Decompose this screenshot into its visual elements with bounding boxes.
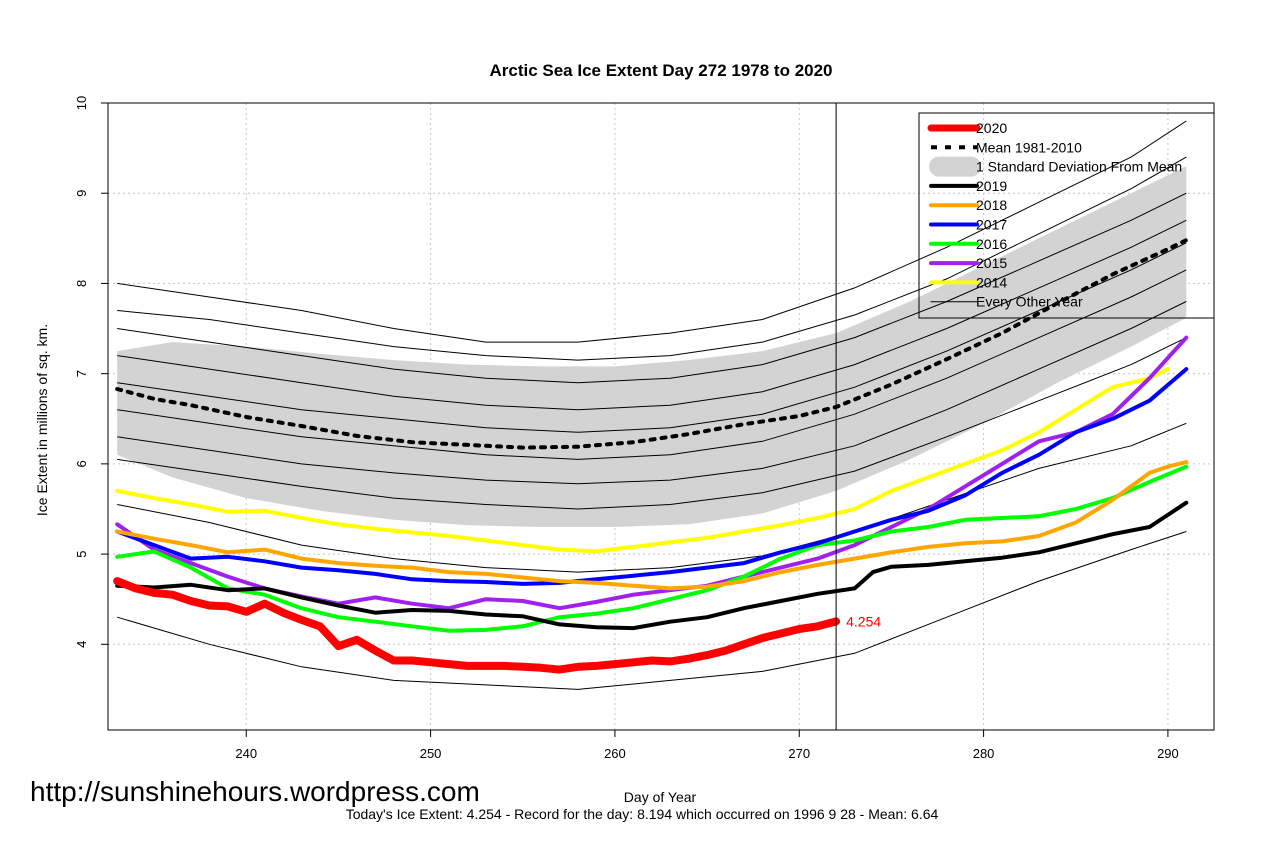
x-axis-label: Day of Year <box>624 789 697 805</box>
legend-label: Every Other Year <box>976 294 1083 310</box>
x-tick-label: 270 <box>788 746 810 761</box>
series-line-other-2 <box>117 156 1187 361</box>
std-band-area <box>117 166 1187 527</box>
x-tick-label: 250 <box>420 746 442 761</box>
y-tick-label: 7 <box>74 370 89 377</box>
series-line-2017 <box>115 367 1189 586</box>
series-line-other-9 <box>117 422 1187 573</box>
y-axis-label: Ice Extent in millions of sq. km. <box>34 324 50 516</box>
y-tick-label: 5 <box>74 550 89 557</box>
series-line-other-4 <box>117 219 1187 411</box>
current-value-label: 4.254 <box>846 613 881 629</box>
series-line-other-10 <box>117 531 1187 690</box>
x-tick-label: 240 <box>235 746 257 761</box>
series-line-other-6 <box>117 269 1187 460</box>
legend-label: 2014 <box>976 274 1007 290</box>
series-line-2014 <box>115 367 1170 554</box>
legend-label: 2017 <box>976 217 1007 233</box>
axes: 240 250 260 270 280 290 4 5 6 7 8 9 10 <box>74 96 1215 761</box>
watermark-url: http://sunshinehours.wordpress.com <box>30 776 480 807</box>
x-tick-label: 260 <box>604 746 626 761</box>
legend-swatch <box>929 156 981 177</box>
plot-frame <box>107 102 1215 731</box>
legend-label: 1 Standard Deviation From Mean <box>976 159 1182 175</box>
legend-label: 2019 <box>976 178 1007 194</box>
footer-summary: Today's Ice Extent: 4.254 - Record for t… <box>345 806 939 822</box>
series-line-2018 <box>115 460 1189 591</box>
legend: 2020 Mean 1981-2010 1 Standard Deviation F… <box>918 112 1215 319</box>
legend-label: 2015 <box>976 255 1007 271</box>
y-tick-label: 6 <box>74 460 89 467</box>
series-line-other-5 <box>117 242 1187 433</box>
series-line-2016 <box>115 464 1189 633</box>
series-line-2020 <box>113 577 841 674</box>
legend-label: Mean 1981-2010 <box>976 139 1082 155</box>
y-tick-label: 9 <box>74 190 89 197</box>
y-tick-label: 4 <box>74 641 89 648</box>
series-line-other-8 <box>117 337 1187 510</box>
series-line-2019 <box>115 500 1189 631</box>
std-deviation-band <box>117 166 1187 527</box>
chart-title: Arctic Sea Ice Extent Day 272 1978 to 20… <box>489 61 832 80</box>
legend-frame <box>918 112 1215 319</box>
series-line-other-1 <box>117 120 1187 343</box>
series-line-other-7 <box>117 301 1187 485</box>
legend-label: 2020 <box>976 120 1007 136</box>
series-line-other-3 <box>117 192 1187 384</box>
x-tick-label: 280 <box>973 746 995 761</box>
legend-label: 2016 <box>976 236 1007 252</box>
x-tick-label: 290 <box>1157 746 1179 761</box>
y-tick-label: 10 <box>74 96 89 110</box>
y-tick-label: 8 <box>74 280 89 287</box>
legend-label: 2018 <box>976 197 1007 213</box>
